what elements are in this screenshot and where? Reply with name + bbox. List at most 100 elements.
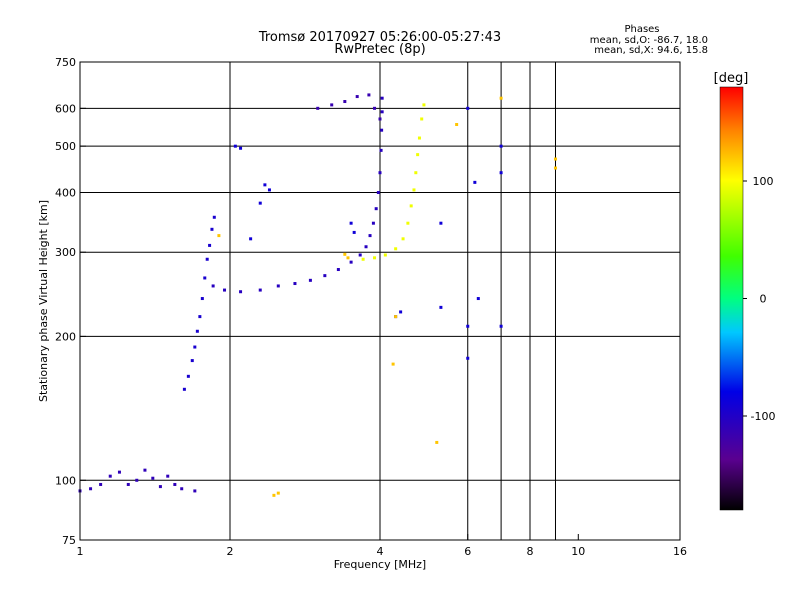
data-point bbox=[394, 247, 398, 251]
x-axis-ticks: 1 2 4 6 8 10 16 bbox=[77, 534, 687, 558]
trace-group bbox=[361, 103, 426, 261]
data-point bbox=[316, 106, 320, 110]
data-point bbox=[346, 256, 350, 260]
x-tick-label: 4 bbox=[377, 545, 384, 558]
data-point bbox=[190, 359, 194, 363]
trace-group bbox=[233, 106, 503, 360]
x-tick-label: 1 bbox=[77, 545, 84, 558]
x-tick-label: 10 bbox=[571, 545, 585, 558]
data-point bbox=[211, 284, 215, 288]
data-point bbox=[108, 474, 112, 478]
data-point bbox=[173, 482, 177, 486]
data-point bbox=[364, 245, 368, 249]
data-point bbox=[378, 117, 382, 121]
x-tick-label: 8 bbox=[527, 545, 534, 558]
data-point bbox=[217, 234, 221, 238]
trace-group bbox=[316, 93, 382, 121]
data-point bbox=[193, 345, 197, 349]
data-point bbox=[367, 93, 371, 97]
data-point bbox=[336, 268, 340, 272]
data-point bbox=[473, 180, 477, 184]
data-points bbox=[78, 93, 557, 497]
data-point bbox=[394, 315, 398, 319]
data-point bbox=[99, 482, 103, 486]
data-point bbox=[126, 482, 130, 486]
grid-lines bbox=[80, 62, 680, 540]
data-point bbox=[151, 476, 155, 480]
data-point bbox=[420, 117, 424, 121]
data-point bbox=[373, 256, 377, 260]
x-tick-label: 16 bbox=[673, 545, 687, 558]
data-point bbox=[205, 257, 209, 261]
data-point bbox=[233, 144, 237, 148]
trace-group bbox=[211, 96, 384, 294]
colorbar-tick-label: -100 bbox=[751, 410, 776, 423]
data-point bbox=[349, 221, 353, 225]
data-point bbox=[272, 493, 276, 497]
data-point bbox=[166, 474, 170, 478]
trace-group bbox=[217, 96, 557, 497]
data-point bbox=[210, 227, 214, 231]
data-point bbox=[308, 278, 312, 282]
y-tick-label: 300 bbox=[55, 246, 76, 259]
data-point bbox=[374, 207, 378, 211]
data-point bbox=[412, 188, 416, 192]
data-point bbox=[143, 468, 147, 472]
x-tick-label: 6 bbox=[464, 545, 471, 558]
colorbar bbox=[719, 86, 744, 511]
y-axis-ticks: 75 100 200 300 400 500 600 750 bbox=[55, 56, 86, 547]
y-tick-label: 500 bbox=[55, 140, 76, 153]
data-point bbox=[553, 157, 557, 161]
data-point bbox=[135, 478, 139, 482]
data-point bbox=[379, 148, 383, 152]
data-point bbox=[380, 96, 384, 100]
colorbar-tick-label: 0 bbox=[760, 293, 767, 306]
data-point bbox=[208, 243, 212, 247]
data-point bbox=[409, 204, 413, 208]
x-tick-label: 2 bbox=[227, 545, 234, 558]
data-point bbox=[391, 362, 395, 366]
phase-stats-title: Phases bbox=[624, 24, 659, 35]
x-axis-label: Frequency [MHz] bbox=[334, 558, 426, 571]
data-point bbox=[499, 144, 503, 148]
y-tick-label: 100 bbox=[55, 474, 76, 487]
data-point bbox=[212, 215, 216, 219]
data-point bbox=[263, 183, 267, 187]
data-point bbox=[417, 136, 421, 140]
data-point bbox=[355, 95, 359, 99]
data-point bbox=[499, 171, 503, 175]
chart-title: Tromsø 20170927 05:26:00-05:27:43 bbox=[258, 30, 501, 45]
data-point bbox=[352, 230, 356, 234]
data-point bbox=[330, 103, 334, 107]
trace-group bbox=[182, 215, 216, 391]
data-point bbox=[499, 324, 503, 328]
data-point bbox=[371, 221, 375, 225]
y-tick-label: 75 bbox=[62, 534, 76, 547]
colorbar-label: [deg] bbox=[714, 71, 749, 86]
trace-group bbox=[78, 468, 197, 493]
data-point bbox=[186, 374, 190, 378]
data-point bbox=[399, 310, 403, 314]
data-point bbox=[414, 171, 418, 175]
y-tick-label: 200 bbox=[55, 330, 76, 343]
y-tick-label: 750 bbox=[55, 56, 76, 69]
y-tick-label: 400 bbox=[55, 186, 76, 199]
data-point bbox=[276, 284, 280, 288]
data-point bbox=[200, 297, 204, 301]
phase-stats-x: mean, sd,X: 94.6, 15.8 bbox=[594, 45, 708, 56]
colorbar-tick-label: 100 bbox=[753, 175, 774, 188]
data-point bbox=[373, 106, 377, 110]
data-point bbox=[416, 153, 420, 157]
data-point bbox=[203, 276, 207, 280]
data-point bbox=[349, 260, 353, 264]
data-point bbox=[198, 315, 202, 319]
data-point bbox=[89, 487, 93, 491]
data-point bbox=[378, 171, 382, 175]
chart-subtitle: RwPretec (8p) bbox=[334, 42, 425, 57]
data-point bbox=[376, 190, 380, 194]
data-point bbox=[439, 305, 443, 309]
y-axis-label: Stationary phase Virtual Height [km] bbox=[37, 200, 50, 402]
data-point bbox=[380, 110, 384, 114]
data-point bbox=[358, 253, 362, 257]
